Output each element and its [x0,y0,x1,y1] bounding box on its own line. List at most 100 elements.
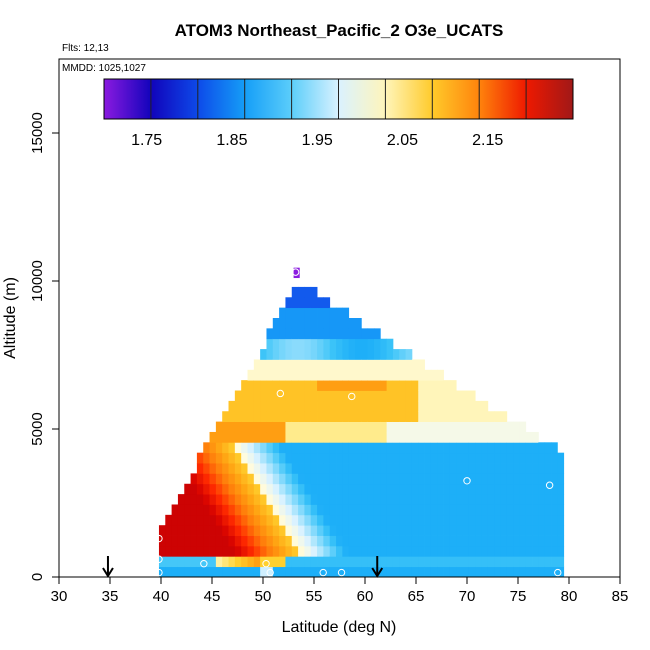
sample-point [262,559,270,568]
heatmap-cell [209,452,217,464]
heatmap-cell [405,535,413,547]
heatmap-cell [260,504,267,516]
heatmap-cell [228,556,236,568]
y-tick-label: 10000 [29,260,46,302]
heatmap-cell [184,483,191,495]
heatmap-cell [392,380,400,391]
heatmap-cell [285,525,293,536]
heatmap-cell [513,463,520,474]
colorbar: 1.75 1.85 1.95 2.05 2.15 [103,78,574,149]
heatmap-cell [317,400,324,412]
heatmap-cell [241,421,248,433]
heatmap-cell [430,525,438,536]
heatmap-cell [475,421,482,433]
heatmap-cell [234,494,242,505]
heatmap-cell [348,545,356,557]
heatmap-cell [443,421,451,433]
heatmap-cell [513,483,520,495]
heatmap-cell [373,535,381,547]
heatmap-cell [215,473,223,485]
heatmap-cell [209,494,217,505]
y-tick-label: 15000 [29,112,46,154]
heatmap-cell [386,473,394,485]
heatmap-cell [557,556,565,568]
heatmap-cell [285,411,293,422]
heatmap-cell [392,556,400,568]
heatmap-cell [456,535,463,547]
x-tick-label: 55 [306,588,323,605]
heatmap-cell [380,369,388,381]
heatmap-cell [317,452,324,464]
heatmap-cell [468,390,476,402]
heatmap-cell [234,556,242,568]
heatmap-cell [475,504,482,516]
heatmap-cell [323,318,331,329]
heatmap-cell [310,504,318,516]
heatmap-cell [551,442,558,454]
heatmap-cell [443,514,451,526]
heatmap-cell [317,556,324,568]
heatmap-cell [437,473,444,485]
heatmap-cell [551,483,558,495]
heatmap-cell [475,400,482,412]
heatmap-cell [279,556,286,568]
heatmap-cell [317,421,324,433]
heatmap-cell [279,483,286,495]
heatmap-cell [215,545,223,557]
heatmap-cell [430,483,438,495]
heatmap-cell [266,328,274,340]
heatmap-cell [551,556,558,568]
heatmap-cell [222,545,229,557]
heatmap-cell [456,473,463,485]
heatmap-cell [234,390,242,402]
heatmap-cell [468,566,476,578]
heatmap-cell [443,431,451,443]
heatmap-cell [449,545,457,557]
heatmap-cell [487,463,495,474]
heatmap-cell [487,421,495,433]
heatmap-cell [525,452,533,464]
heatmap-cell [348,504,356,516]
heatmap-cell [538,545,546,557]
heatmap-cell [506,463,514,474]
heatmap-cell [437,504,444,516]
heatmap-cell [456,442,463,454]
heatmap-cell [456,504,463,516]
heatmap-cell [241,514,248,526]
heatmap-cell [247,369,255,381]
heatmap-cell [443,380,451,391]
heatmap-cell [361,452,369,464]
heatmap-cell [209,556,217,568]
heatmap-cell [380,349,388,360]
heatmap-cell [361,514,369,526]
x-tick-label: 40 [153,588,170,605]
heatmap-cell [513,535,520,547]
heatmap-cell [285,390,293,402]
heatmap-cell [253,421,261,433]
heatmap-cell [279,318,286,329]
heatmap-cell [544,535,552,547]
heatmap-cell [355,431,362,443]
heatmap-cell [285,328,293,340]
heatmap-cell [310,494,318,505]
heatmap-cell [430,442,438,454]
heatmap-cell [449,452,457,464]
heatmap-cell [272,556,280,568]
heatmap-cell [348,349,356,360]
heatmap-cell [291,473,299,485]
heatmap-cell [253,452,261,464]
heatmap-cell [500,452,508,464]
heatmap-cell [361,421,369,433]
arrow-head [102,567,114,578]
heatmap-cell [323,504,331,516]
sample-point [266,568,274,577]
heatmap-cell [437,411,444,422]
heatmap-cell [392,494,400,505]
heatmap-cell [285,442,293,454]
heatmap-cell [298,566,305,578]
heatmap-cell [430,369,438,381]
heatmap-cell [424,483,432,495]
heatmap-cell [386,369,394,381]
heatmap-cell [171,525,179,536]
heatmap-cell [411,566,419,578]
